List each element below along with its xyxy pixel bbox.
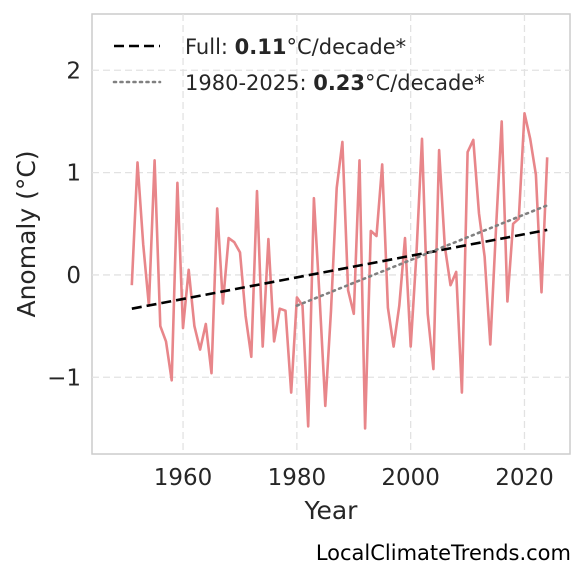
series-layer: [130, 112, 549, 430]
legend-label-recent: 1980-2025: 0.23°C/decade*: [185, 71, 485, 95]
x-tick-label: 1980: [268, 465, 327, 491]
x-tick-label: 2000: [381, 465, 440, 491]
y-axis-label: Anomaly (°C): [12, 150, 41, 317]
y-tick-label: 1: [66, 161, 81, 187]
x-axis-ticks: 1960 1980 2000 2020: [154, 465, 554, 491]
trend-line-recent: [295, 204, 549, 307]
x-tick-label: 2020: [495, 465, 554, 491]
y-tick-label: 2: [66, 58, 81, 84]
anomaly-series-line: [130, 112, 549, 430]
x-axis-label: Year: [304, 496, 359, 525]
trend-layer: [131, 204, 549, 310]
x-tick-label: 1960: [154, 465, 213, 491]
trend-line-full: [131, 228, 548, 310]
y-tick-label: 0: [66, 263, 81, 289]
site-credit: LocalClimateTrends.com: [316, 541, 571, 565]
legend: Full: 0.11°C/decade* 1980-2025: 0.23°C/d…: [112, 35, 485, 95]
y-tick-label: −1: [47, 365, 81, 391]
legend-label-full: Full: 0.11°C/decade*: [185, 35, 406, 59]
y-axis-ticks: 2 1 0 −1: [47, 58, 81, 391]
